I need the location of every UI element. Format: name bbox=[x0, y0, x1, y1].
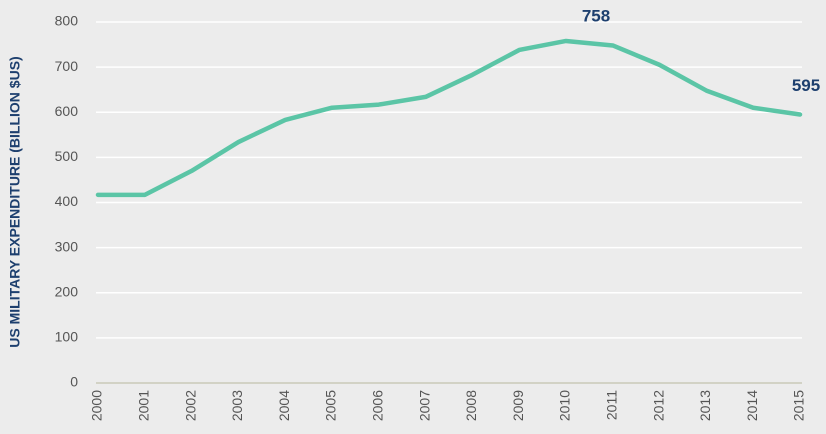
x-tick-label: 2000 bbox=[89, 390, 105, 421]
value-label: 595 bbox=[792, 76, 820, 95]
x-tick-label: 2009 bbox=[510, 390, 526, 421]
x-tick-label: 2014 bbox=[744, 390, 760, 421]
x-tick-label: 2003 bbox=[229, 390, 245, 421]
x-tick-label: 2010 bbox=[557, 390, 573, 421]
y-tick-label: 800 bbox=[55, 13, 79, 29]
x-tick-label: 2008 bbox=[463, 390, 479, 421]
y-tick-label: 700 bbox=[55, 58, 79, 74]
x-tick-label: 2007 bbox=[416, 390, 432, 421]
x-tick-label: 2015 bbox=[791, 390, 807, 421]
x-tick-label: 2004 bbox=[276, 390, 292, 421]
x-tick-label: 2002 bbox=[182, 390, 198, 421]
y-tick-label: 500 bbox=[55, 148, 79, 164]
y-tick-label: 0 bbox=[70, 374, 78, 390]
x-tick-label: 2013 bbox=[697, 390, 713, 421]
line bbox=[95, 38, 803, 198]
y-tick-label: 100 bbox=[55, 329, 79, 345]
value-label: 758 bbox=[582, 6, 610, 25]
x-tick-label: 2001 bbox=[136, 390, 152, 421]
x-tick-label: 2006 bbox=[370, 390, 386, 421]
y-tick-label: 300 bbox=[55, 238, 79, 254]
x-tick-label: 2005 bbox=[323, 390, 339, 421]
x-tick-label: 2012 bbox=[650, 390, 666, 421]
y-axis-title: US MILITARY EXPENDITURE (BILLION $US) bbox=[7, 56, 23, 347]
x-tick-label: 2011 bbox=[604, 390, 620, 420]
y-tick-label: 400 bbox=[55, 193, 79, 209]
y-tick-label: 600 bbox=[55, 103, 79, 119]
y-tick-label: 200 bbox=[55, 283, 79, 299]
